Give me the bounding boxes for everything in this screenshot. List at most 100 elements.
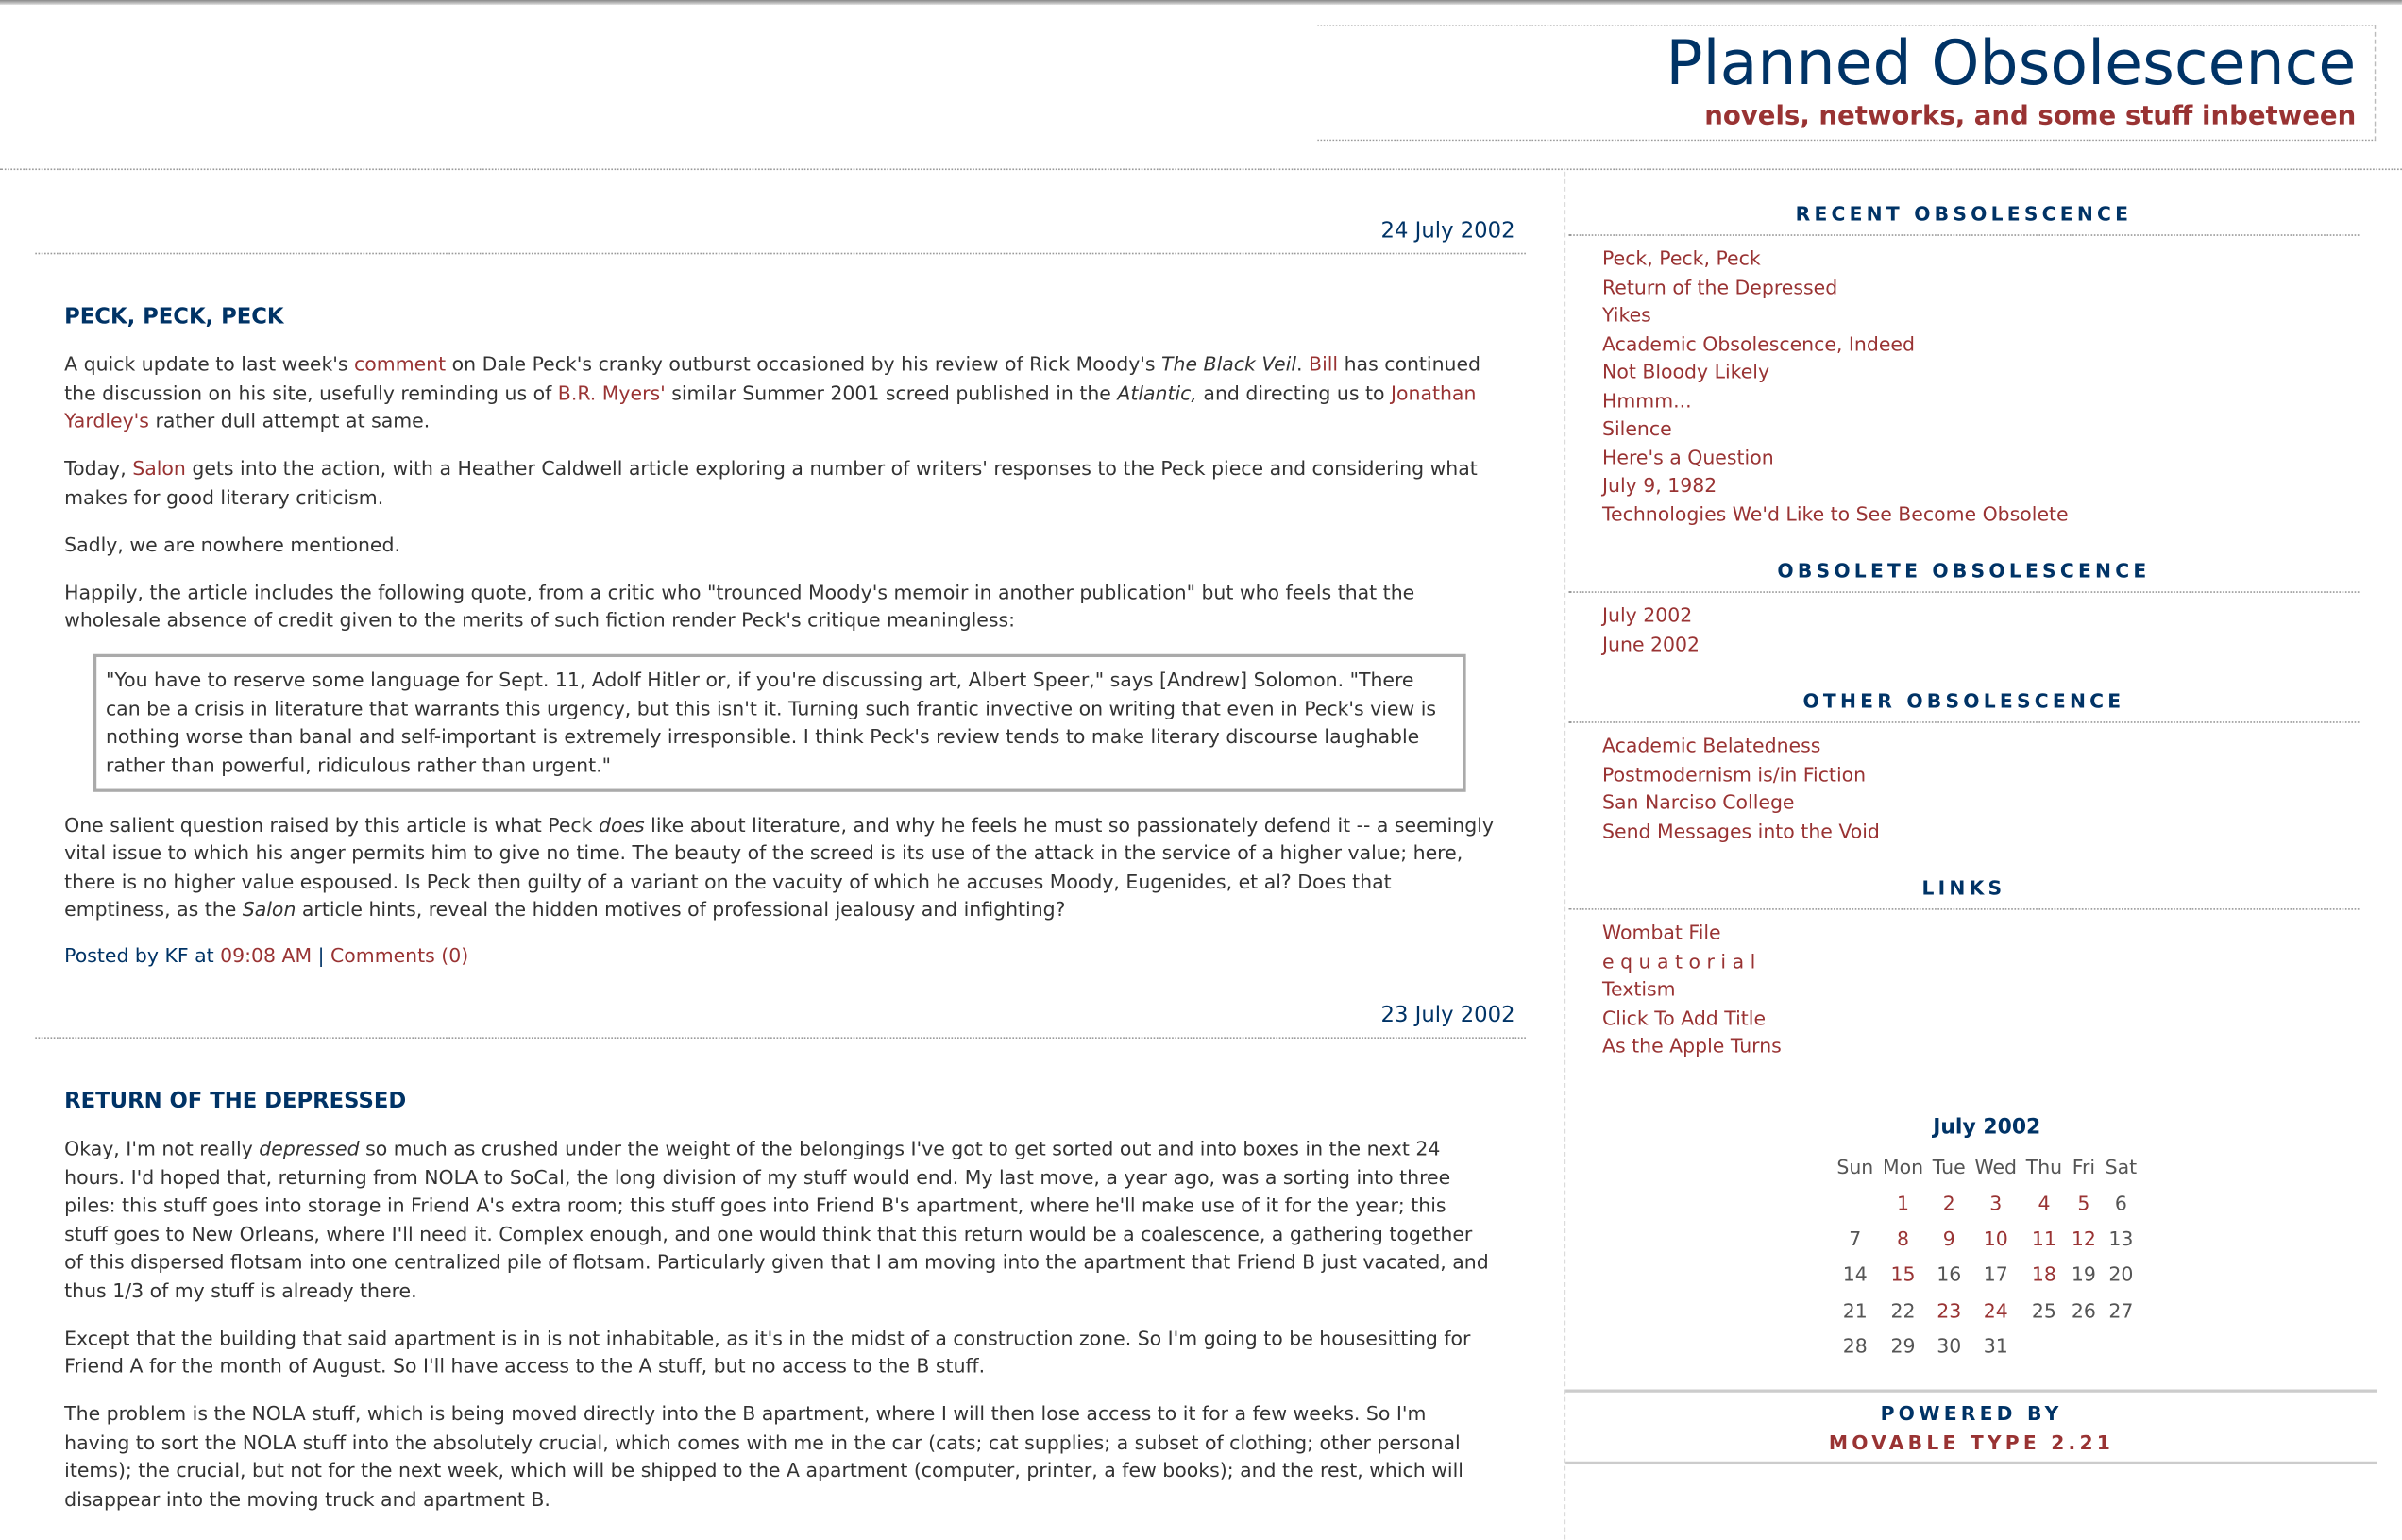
sidebar-link[interactable]: Technologies We'd Like to See Become Obs… [1602, 501, 2069, 525]
calendar-day-link[interactable]: 10 [1983, 1227, 2008, 1250]
calendar-day: 27 [2108, 1298, 2134, 1322]
sidebar-item: Here's a Question [1602, 444, 2359, 472]
sidebar-link[interactable]: San Narciso College [1602, 790, 1795, 814]
sidebar-link[interactable]: Academic Obsolescence, Indeed [1602, 331, 1915, 355]
post-paragraph: Happily, the article includes the follow… [64, 580, 1415, 632]
calendar-day: 28 [1842, 1334, 1868, 1358]
weekday-header: Fri [2072, 1155, 2096, 1178]
calendar-day: 31 [1983, 1334, 2008, 1358]
calendar-day-link[interactable]: 9 [1942, 1227, 1955, 1250]
sidebar-item: Not Bloody Likely [1602, 359, 2359, 387]
sidebar-link[interactable]: e q u a t o r i a l [1602, 949, 1756, 973]
recent-list: Peck, Peck, Peck Return of the Depressed Y… [1602, 245, 2359, 529]
comment-link[interactable]: comment [354, 352, 447, 376]
calendar-day: 14 [1842, 1262, 1868, 1286]
text: like about literature, and why he feels … [64, 812, 1494, 922]
sidebar-link[interactable]: July 2002 [1602, 603, 1693, 627]
sidebar-link[interactable]: As the Apple Turns [1602, 1034, 1782, 1058]
sidebar-item: Academic Belatedness [1602, 733, 2359, 761]
sidebar-link[interactable]: Wombat File [1602, 921, 1721, 944]
sidebar-link[interactable]: Textism [1602, 977, 1676, 1001]
other-list: Academic Belatedness Postmodernism is/in … [1602, 733, 2359, 846]
empty-day [1832, 1185, 1878, 1221]
text: on Dale Peck's cranky outburst occasione… [446, 352, 1162, 376]
post-paragraph: Today, Salon gets into the action, with … [64, 455, 1495, 512]
other-heading: OTHER OBSOLESCENCE [1568, 689, 2360, 723]
sidebar-link[interactable]: July 9, 1982 [1602, 473, 1717, 497]
blog-post: PECK, PECK, PECK A quick update to last … [35, 305, 1526, 967]
post-date: 24 July 2002 [35, 219, 1526, 255]
calendar-day-link[interactable]: 1 [1897, 1191, 1910, 1214]
sidebar-link[interactable]: Click To Add Title [1602, 1006, 1767, 1029]
blockquote: "You have to reserve some language for S… [93, 653, 1466, 792]
sidebar: RECENT OBSOLESCENCE Peck, Peck, Peck Retu… [1568, 172, 2360, 1061]
calendar-day: 22 [1890, 1298, 1916, 1322]
sidebar-link[interactable]: Send Messages into the Void [1602, 819, 1880, 842]
calendar-day-link[interactable]: 18 [2031, 1262, 2056, 1286]
powered-by-label: POWERED BY [1880, 1401, 2063, 1425]
links-list: Wombat File e q u a t o r i a l Textism Cli… [1602, 919, 2359, 1060]
calendar-day-link[interactable]: 4 [2038, 1191, 2051, 1214]
sidebar-item: Hmmm... [1602, 387, 2359, 415]
comments-link[interactable]: Comments (0) [330, 943, 469, 967]
sidebar-item: Postmodernism is/in Fiction [1602, 761, 2359, 789]
post-title: RETURN OF THE DEPRESSED [64, 1089, 407, 1114]
browser-top-shadow [0, 0, 2402, 5]
sidebar-link[interactable]: Postmodernism is/in Fiction [1602, 762, 1867, 786]
sidebar-link[interactable]: Return of the Depressed [1602, 275, 1838, 298]
permalink[interactable]: 09:08 AM [220, 943, 313, 967]
calendar: July 2002 Sun Mon Tue Wed Thu Fri Sat 1 2 3 4 5 6 7 8 9… [1812, 1115, 2161, 1363]
site-title[interactable]: Planned Obsolescence [1666, 28, 2357, 100]
sidebar-item: As the Apple Turns [1602, 1032, 2359, 1060]
post-title: PECK, PECK, PECK [64, 304, 284, 330]
movable-type-link[interactable]: MOVABLE TYPE 2.21 [1828, 1430, 2115, 1454]
br-myers-link[interactable]: B.R. Myers' [557, 381, 666, 404]
text: rather dull attempt at same. [148, 409, 431, 432]
weekday-header: Mon [1882, 1155, 1924, 1178]
calendar-week: 21 22 23 24 25 26 27 [1832, 1293, 2141, 1328]
jonathan-yardley-link[interactable]: Jonathan Yardley's [64, 381, 1477, 432]
text: similar Summer 2001 screed published in … [665, 381, 1118, 404]
text: gets into the action, with a Heather Cal… [64, 456, 1478, 508]
sidebar-link[interactable]: Here's a Question [1602, 445, 1774, 468]
calendar-day-link[interactable]: 12 [2071, 1227, 2096, 1250]
recent-heading: RECENT OBSOLESCENCE [1568, 202, 2360, 236]
sidebar-link[interactable]: Peck, Peck, Peck [1602, 246, 1761, 270]
separator: | [312, 943, 331, 967]
calendar-title: July 2002 [1933, 1115, 2041, 1141]
calendar-day-link[interactable]: 15 [1890, 1262, 1916, 1286]
text: One salient question raised by this arti… [64, 812, 599, 837]
sidebar-link[interactable]: Yikes [1602, 303, 1651, 327]
calendar-day-link[interactable]: 24 [1983, 1298, 2008, 1322]
calendar-week: 7 8 9 10 11 12 13 [1832, 1221, 2141, 1257]
calendar-week: 1 2 3 4 5 6 [1832, 1185, 2141, 1221]
sidebar-link[interactable]: Not Bloody Likely [1602, 360, 1770, 383]
calendar-day-link[interactable]: 5 [2077, 1191, 2090, 1214]
post-footer: Posted by KF at 09:08 AM | Comments (0) [64, 943, 1495, 966]
calendar-day-link[interactable]: 23 [1937, 1298, 1962, 1322]
sidebar-link[interactable]: Academic Belatedness [1602, 734, 1821, 757]
sidebar-item: Yikes [1602, 302, 2359, 330]
calendar-day-link[interactable]: 2 [1942, 1191, 1955, 1214]
header-divider [0, 168, 2402, 171]
sidebar-item: Click To Add Title [1602, 1004, 2359, 1032]
salon-link[interactable]: Salon [132, 456, 186, 480]
calendar-day: 7 [1849, 1227, 1862, 1250]
calendar-week: 14 15 16 17 18 19 20 [1832, 1257, 2141, 1293]
calendar-day-link[interactable]: 3 [1989, 1191, 2003, 1214]
sidebar-link[interactable]: Hmmm... [1602, 388, 1692, 412]
calendar-day: 17 [1983, 1262, 2008, 1286]
calendar-day: 20 [2108, 1262, 2134, 1286]
publication-title: Salon [242, 897, 296, 922]
calendar-day-link[interactable]: 8 [1897, 1227, 1910, 1250]
weekday-header: Thu [2025, 1155, 2063, 1178]
calendar-day: 21 [1842, 1298, 1868, 1322]
calendar-day-link[interactable]: 11 [2031, 1227, 2056, 1250]
book-title: The Black Veil [1161, 352, 1297, 376]
calendar-day: 6 [2114, 1191, 2127, 1214]
sidebar-link[interactable]: Silence [1602, 416, 1672, 440]
bill-link[interactable]: Bill [1309, 352, 1339, 376]
sidebar-link[interactable]: June 2002 [1602, 632, 1700, 655]
sidebar-item: Academic Obsolescence, Indeed [1602, 330, 2359, 359]
